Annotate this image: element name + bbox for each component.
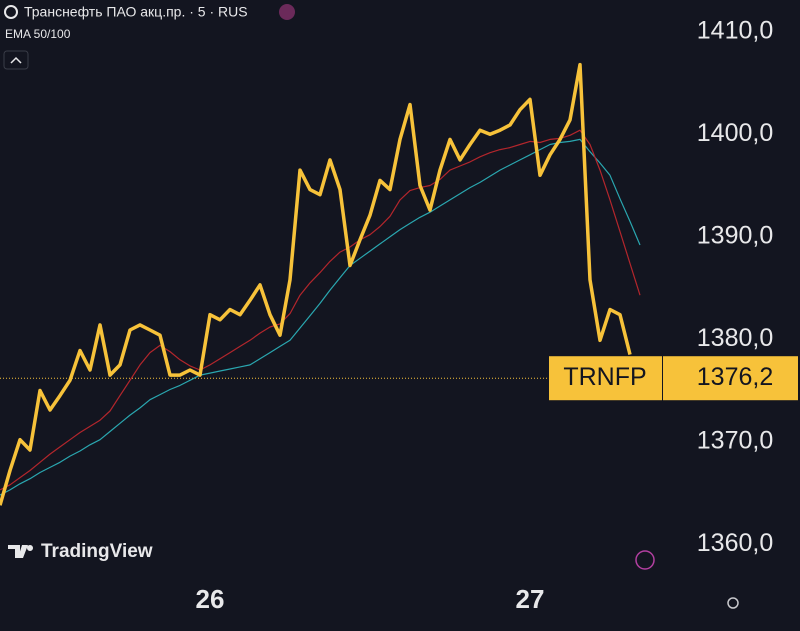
watermark-text: TradingView xyxy=(41,541,153,562)
y-tick-label: 1390,0 xyxy=(697,221,773,249)
collapse-button[interactable] xyxy=(3,50,29,70)
ema-line xyxy=(0,129,641,491)
y-tick-label: 1360,0 xyxy=(697,529,773,557)
symbol-tag-text: TRNFP xyxy=(563,363,646,391)
price-tag-text: 1376,2 xyxy=(697,363,773,391)
x-tick-label: 27 xyxy=(516,584,545,614)
x-tick-label: 26 xyxy=(196,584,225,614)
replay-icon[interactable] xyxy=(635,550,655,570)
price-tag xyxy=(663,356,798,401)
y-tick-label: 1400,0 xyxy=(697,119,773,147)
settings-icon[interactable] xyxy=(727,597,739,609)
watermark: TradingView xyxy=(8,541,153,562)
watermark-logo xyxy=(8,545,34,558)
indicator-label[interactable]: EMA 50/100 xyxy=(5,27,71,41)
y-tick-label: 1380,0 xyxy=(697,324,773,352)
symbol-tag xyxy=(549,356,662,401)
collapse-icon xyxy=(10,56,22,64)
ema-line xyxy=(0,138,641,496)
y-tick-label: 1370,0 xyxy=(697,426,773,454)
status-icon[interactable] xyxy=(279,4,295,20)
y-tick-label: 1410,0 xyxy=(697,16,773,44)
symbol-icon xyxy=(4,5,18,19)
chart-title[interactable]: Транснефть ПАО акц.пр. · 5 · RUS xyxy=(24,4,248,20)
price-line xyxy=(0,62,632,506)
